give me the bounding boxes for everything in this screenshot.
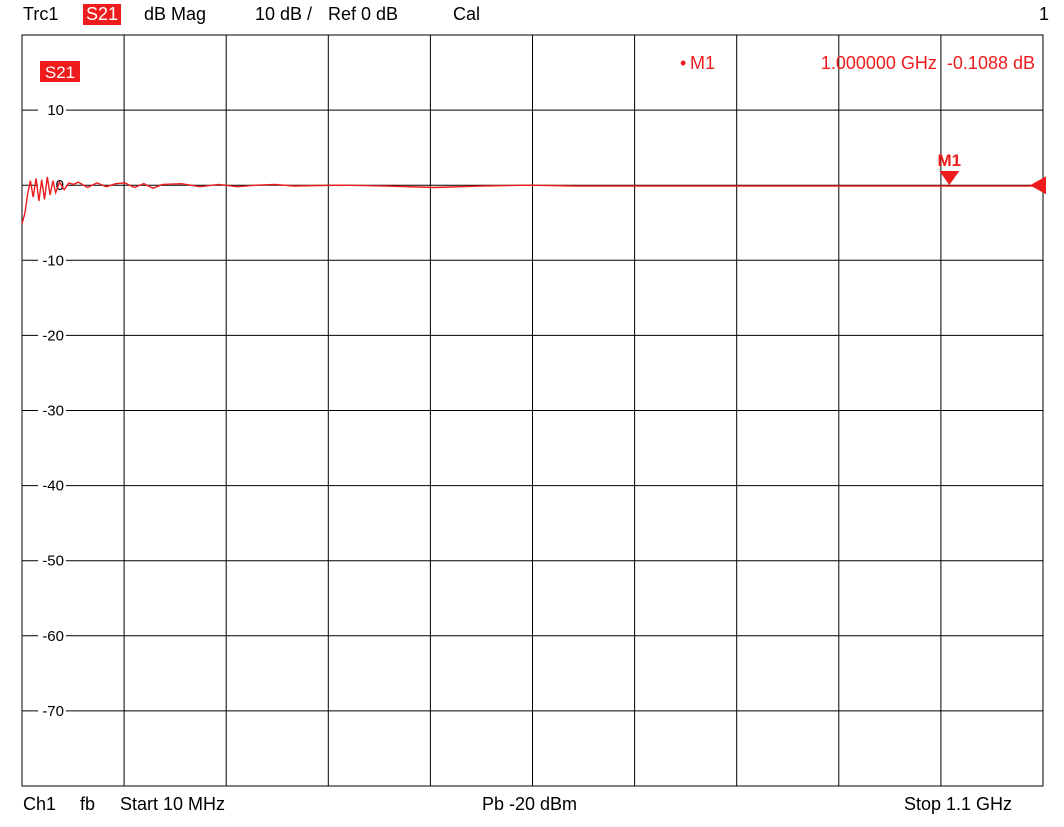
start-frequency[interactable]: Start 10 MHz [120,794,226,814]
y-tick-label: -70 [42,703,64,720]
sweep-type-label[interactable]: fb [80,794,96,814]
stop-frequency[interactable]: Stop 1.1 GHz [904,794,1013,814]
trace-header: Trc1 S21 dB Mag 10 dB / Ref 0 dB Cal 1 [0,4,1064,30]
s21-trace-line[interactable] [21,176,1043,224]
ref-level-arrow-icon[interactable] [1030,176,1046,195]
cal-label[interactable]: Cal [453,4,481,24]
y-tick-label: 0 [56,177,64,194]
marker-readout: • M1 1.000000 GHz -0.1088 dB [680,53,1035,73]
y-tick-label-bg [38,101,66,120]
trace-name[interactable]: Trc1 [23,4,59,24]
source-power[interactable]: Pb -20 dBm [482,794,578,814]
marker-m1-label[interactable]: M1 [938,151,962,170]
trace-label: S21 [45,63,75,82]
y-tick-label: -20 [42,327,64,344]
y-tick-label: -30 [42,403,64,420]
y-tick-labels: 10 0 -10 -20 -30 -40 -50 -60 -70 [38,101,66,720]
marker-readout-value: 1.000000 GHz -0.1088 dB [821,53,1035,73]
channel-footer: Ch1 fb Start 10 MHz Pb -20 dBm Stop 1.1 … [0,794,1064,820]
y-tick-label-bg [38,701,66,720]
marker-readout-name: M1 [690,53,715,73]
y-tick-label: -60 [42,628,64,645]
channel-number: 1 [1039,4,1050,24]
y-tick-label-bg [38,476,66,495]
trace-label-box[interactable] [40,61,80,82]
channel-label[interactable]: Ch1 [23,794,57,814]
marker-group[interactable]: M1 [938,151,962,186]
y-tick-label-bg [38,626,66,645]
format-label[interactable]: dB Mag [144,4,207,24]
y-tick-label: -40 [42,478,64,495]
marker-readout-dot: • [680,53,686,73]
y-tick-label: -10 [42,252,64,269]
marker-m1-triangle-icon[interactable] [939,171,960,186]
ref-label[interactable]: Ref 0 dB [328,4,399,24]
y-tick-label: -50 [42,553,64,570]
y-tick-label-bg [38,401,66,420]
y-tick-label-bg [38,326,66,345]
scale-label[interactable]: 10 dB / [255,4,313,24]
y-tick-label-bg [38,551,66,570]
y-tick-label-bg [38,251,66,270]
trace-param-badge[interactable]: S21 [83,4,122,25]
y-tick-label: 10 [47,102,64,119]
